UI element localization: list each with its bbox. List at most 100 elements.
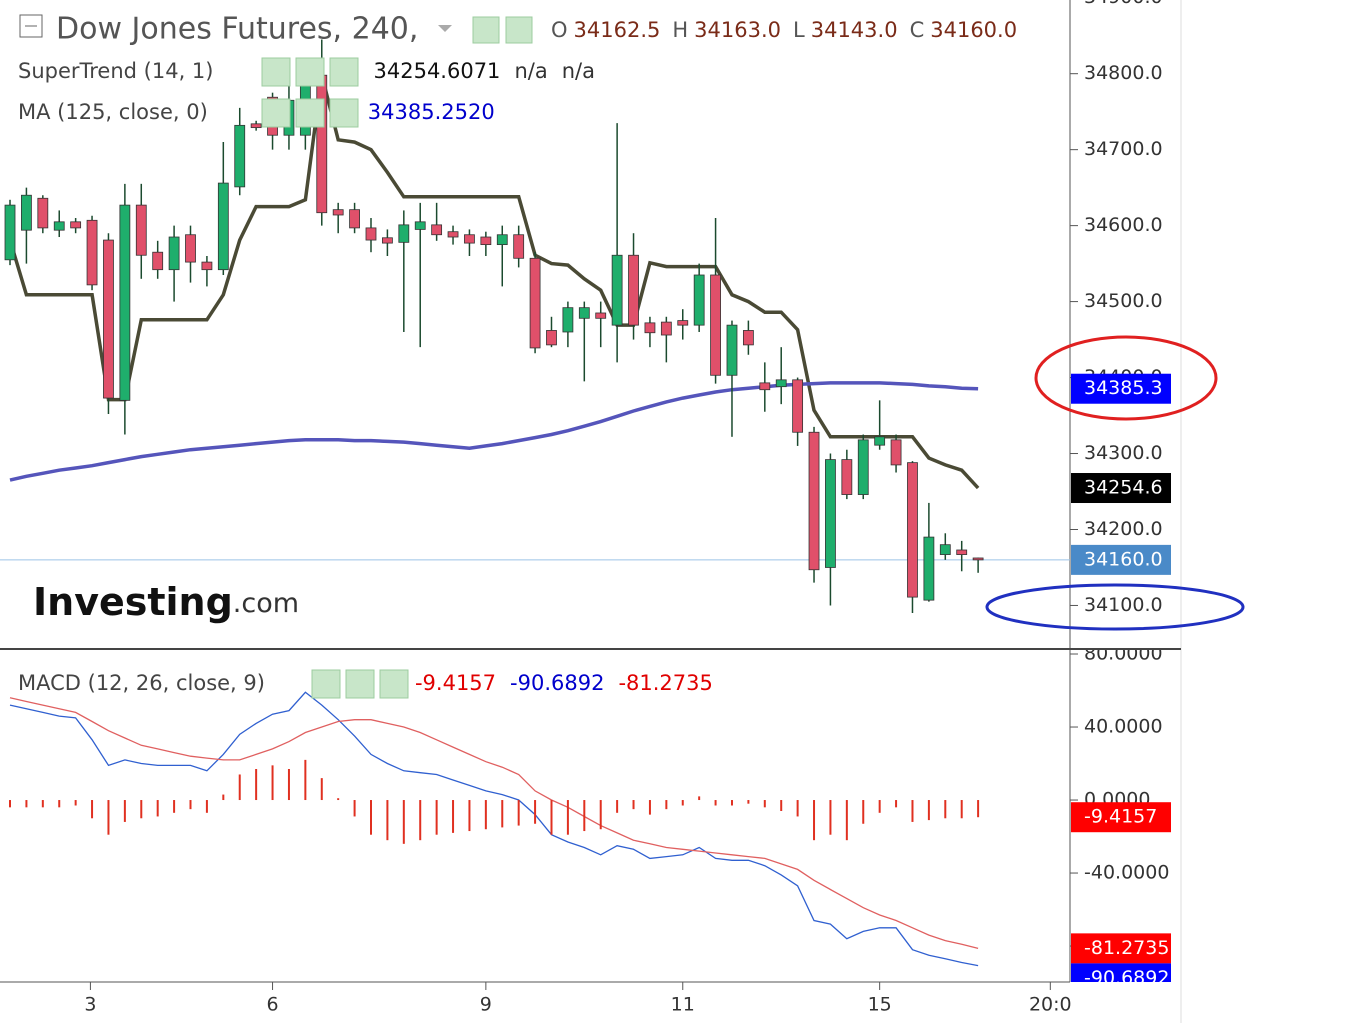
candle-body xyxy=(529,257,541,349)
candle-body xyxy=(496,234,508,246)
candle-body xyxy=(578,307,590,319)
price-badge-label: 34160.0 xyxy=(1084,548,1163,570)
y-tick-label: 34100.0 xyxy=(1084,594,1163,616)
price-pane xyxy=(0,39,1070,614)
candle-body xyxy=(332,209,344,216)
macd-line xyxy=(9,691,979,967)
candle-body xyxy=(382,237,393,244)
candle-body xyxy=(53,221,65,231)
candle-body xyxy=(119,204,131,401)
y-tick-label: 34500.0 xyxy=(1084,290,1163,312)
x-tick-label: 20:0 xyxy=(1029,994,1072,1016)
price-badge xyxy=(1071,802,1171,833)
legend-icon[interactable] xyxy=(311,669,341,699)
indicator-line xyxy=(9,381,979,482)
candle-body xyxy=(857,439,869,495)
candle-body xyxy=(234,124,246,188)
y-tick-label: 34700.0 xyxy=(1084,138,1163,160)
legend-value: -90.6892 xyxy=(510,671,604,695)
y-tick-label: 34600.0 xyxy=(1084,214,1163,236)
legend-icon[interactable] xyxy=(329,98,359,128)
candle-body xyxy=(628,254,639,326)
legend-icon[interactable] xyxy=(379,669,409,699)
candle-body xyxy=(972,557,984,561)
price-badge xyxy=(1071,473,1171,504)
y-tick-label: 34300.0 xyxy=(1084,442,1163,464)
price-badge xyxy=(1071,963,1171,982)
ohlc-name: H xyxy=(672,18,688,42)
candle-body xyxy=(956,549,968,555)
candle-body xyxy=(480,236,492,246)
candle-body xyxy=(152,251,164,271)
x-tick-label: 6 xyxy=(266,994,278,1016)
price-badge xyxy=(1071,373,1171,404)
dropdown-arrow[interactable] xyxy=(438,25,452,32)
ohlc-value: 34162.5 xyxy=(574,18,661,42)
candle-body xyxy=(677,320,689,326)
y-tick-label: 34800.0 xyxy=(1084,62,1163,84)
legend-value: 34385.2520 xyxy=(368,100,495,124)
legend-icon[interactable] xyxy=(345,669,375,699)
candle-body xyxy=(775,379,787,388)
candle-body xyxy=(185,234,196,263)
ma-legend: MA (125, close, 0) 34385.2520 xyxy=(18,100,495,124)
candle-body xyxy=(21,194,32,231)
candle-body xyxy=(103,239,114,399)
legend-icon[interactable] xyxy=(295,98,325,128)
legend-icon[interactable] xyxy=(329,57,359,87)
annotation-ellipse xyxy=(985,583,1245,631)
candle-body xyxy=(907,462,918,598)
candle-body xyxy=(546,330,557,346)
watermark: Investing.com xyxy=(33,580,299,624)
legend-value: n/a xyxy=(514,59,547,83)
candle-body xyxy=(398,224,410,243)
indicator-line xyxy=(8,74,980,490)
candle-body xyxy=(874,436,886,446)
macd-pane xyxy=(9,691,980,967)
candle-body xyxy=(939,544,951,555)
y-tick-label: 34900.0 xyxy=(1084,0,1163,8)
candle-body xyxy=(759,382,771,391)
price-badge-label: 34385.3 xyxy=(1084,377,1163,399)
price-badge-label: 34254.6 xyxy=(1084,477,1163,499)
candle-body xyxy=(792,379,804,433)
candle-body xyxy=(37,197,49,229)
candle-body xyxy=(825,459,836,568)
collapse-icon[interactable] xyxy=(19,14,43,38)
candle-body xyxy=(349,209,360,229)
gear-icon[interactable] xyxy=(505,16,533,44)
candle-body xyxy=(595,312,607,319)
candle-body xyxy=(890,439,902,466)
candle-body xyxy=(316,74,328,214)
candle-body xyxy=(70,221,82,229)
legend-value: n/a xyxy=(562,59,595,83)
candle-body xyxy=(660,321,672,336)
y-tick-label: 80.0000 xyxy=(1084,643,1163,665)
price-badges: 34385.3 34254.6 34160.0 xyxy=(1071,373,1171,575)
price-badge-label: -9.4157 xyxy=(1084,806,1157,828)
price-badges: -9.4157 -81.2735 -90.6892 xyxy=(1071,802,1171,982)
legend-icon[interactable] xyxy=(261,98,291,128)
candle-body xyxy=(464,234,475,244)
eye-icon[interactable] xyxy=(472,16,500,44)
x-tick-label: 15 xyxy=(868,994,892,1016)
macd-line xyxy=(9,697,979,950)
candle-body xyxy=(562,307,574,333)
y-tick-label: -40.0000 xyxy=(1084,862,1169,884)
brand: Investing.com xyxy=(33,580,299,624)
ohlc-name: O xyxy=(551,18,568,42)
legend-icon[interactable] xyxy=(295,57,325,87)
ohlc-legend: O 34162.5 H 34163.0 L 34143.0 C 34160.0 xyxy=(551,18,1017,42)
price-badge-label: -81.2735 xyxy=(1084,937,1169,959)
candle-body xyxy=(4,204,16,261)
brand-name: Investing xyxy=(33,580,233,624)
candle-body xyxy=(447,231,459,238)
legend-icon[interactable] xyxy=(261,57,291,87)
macd-legend: MACD (12, 26, close, 9) -9.4157 -90.6892 -8… xyxy=(18,671,713,695)
candle-body xyxy=(923,536,935,601)
price-badge xyxy=(1071,544,1171,575)
supertrend-legend: SuperTrend (14, 1) 34254.6071 n/a n/a xyxy=(18,59,595,83)
candle-body xyxy=(710,274,721,376)
x-tick-label: 3 xyxy=(84,994,96,1016)
